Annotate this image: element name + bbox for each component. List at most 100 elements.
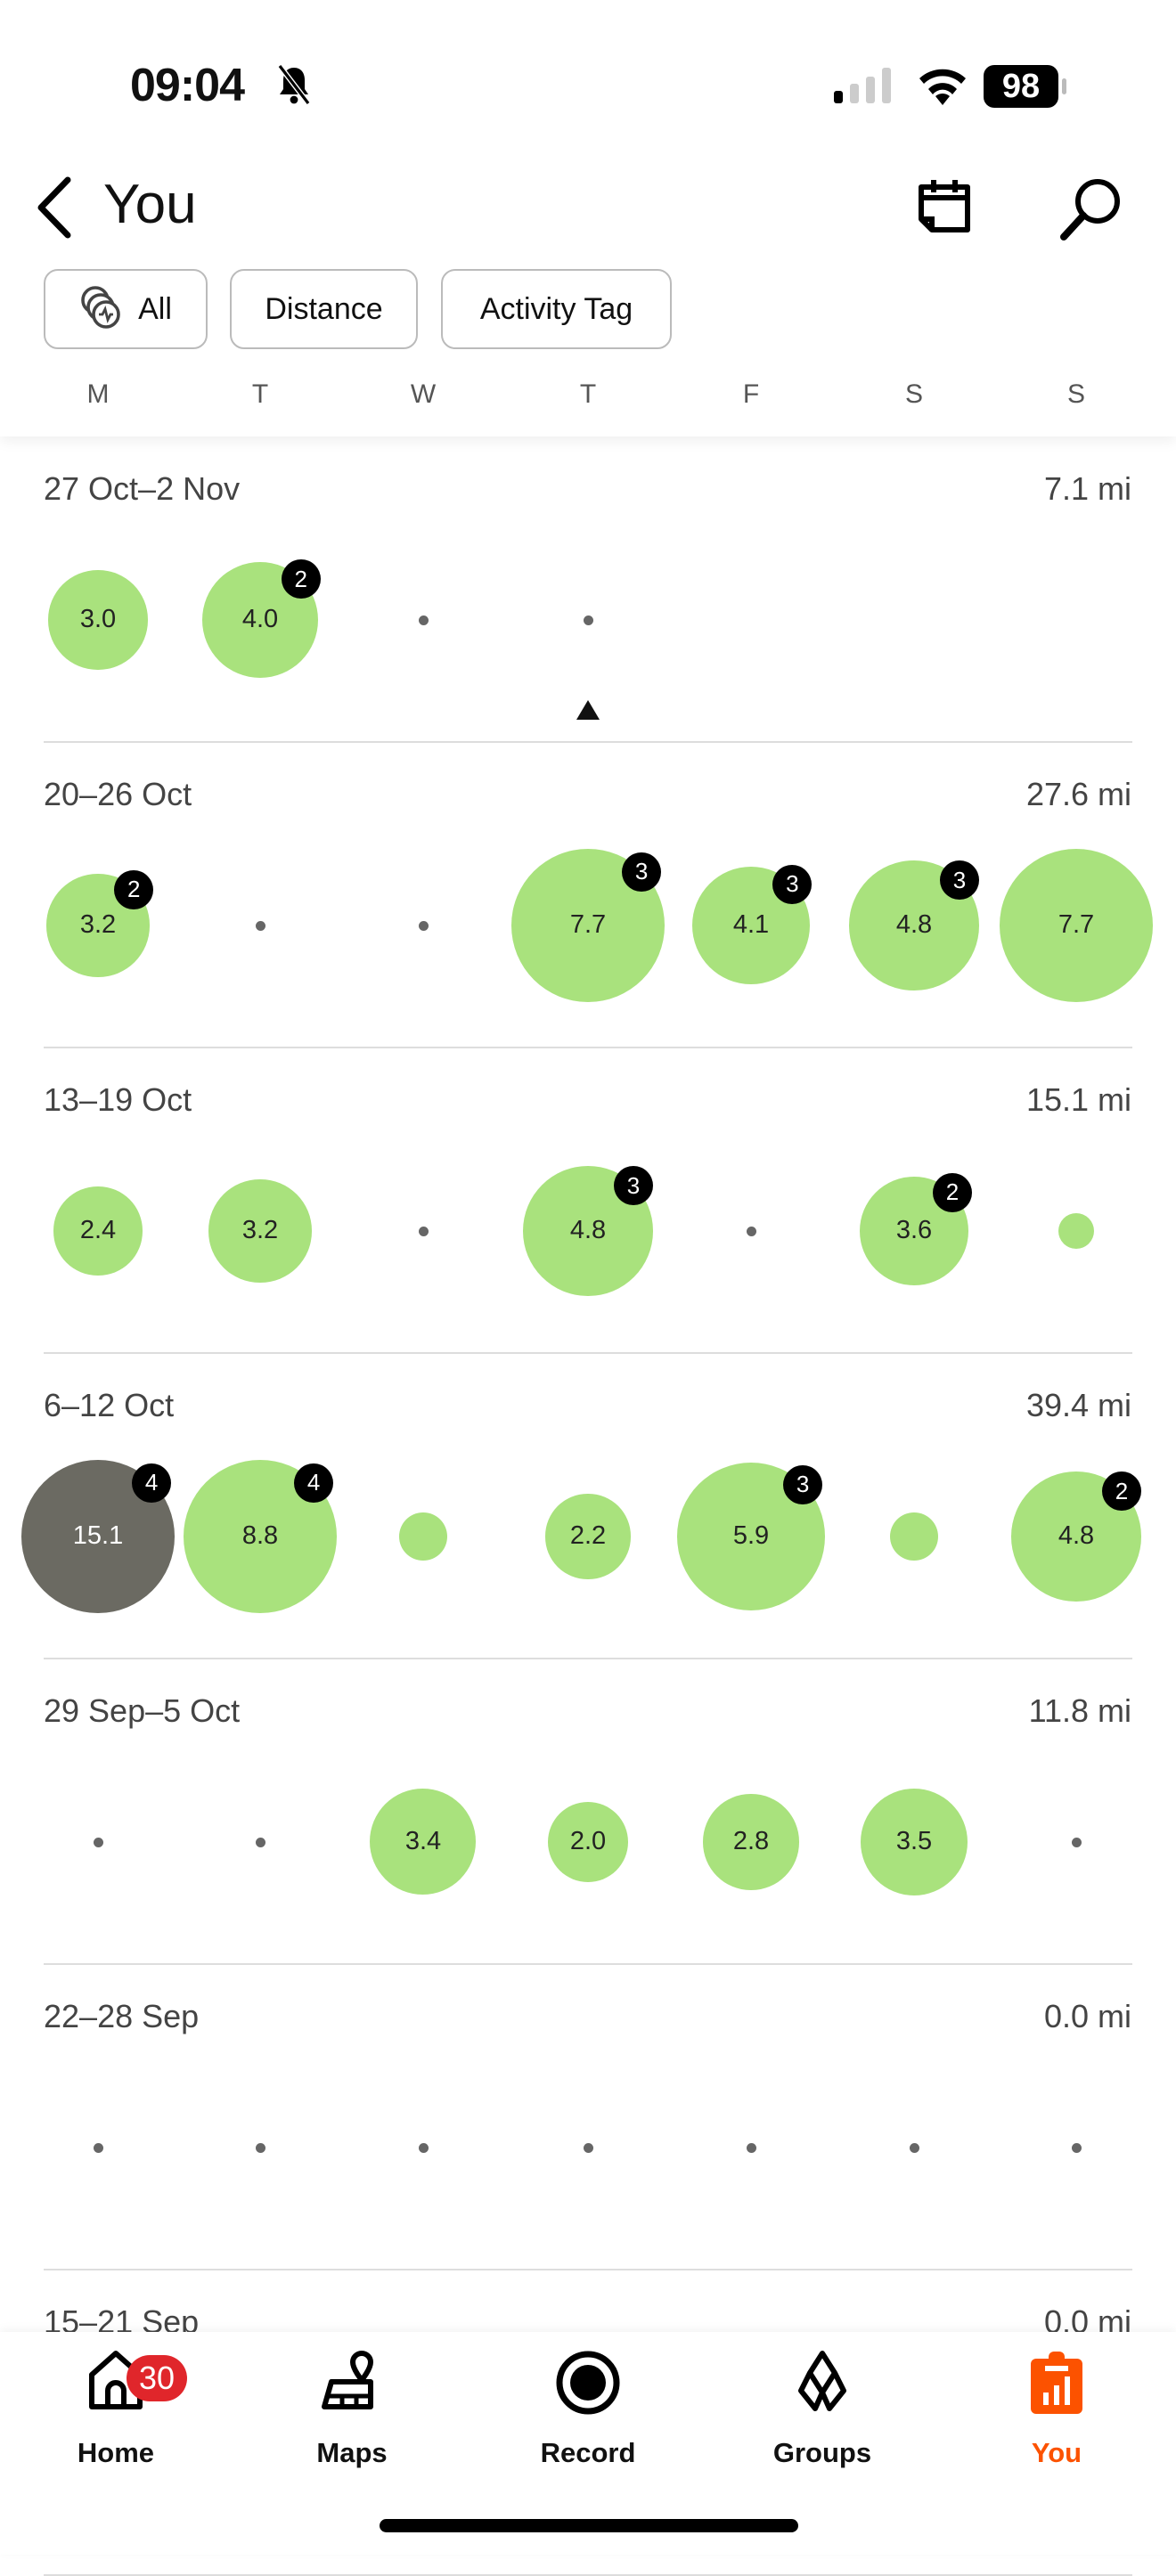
rest-day-dot: [93, 2142, 103, 2153]
rest-day-dot: [909, 2142, 919, 2153]
activity-bubble[interactable]: 3.0: [48, 570, 148, 670]
page-title: You: [103, 174, 197, 235]
home-icon: [27, 2350, 205, 2419]
activity-distance: 7.7: [1058, 910, 1095, 940]
activity-distance: 2.8: [732, 1827, 770, 1856]
activity-distance: 2.2: [569, 1521, 607, 1551]
activity-count-badge: 3: [939, 860, 979, 901]
wifi-icon: [919, 69, 966, 105]
battery-icon: 98: [984, 65, 1058, 108]
rest-day-dot: [583, 615, 593, 625]
rest-day-dot: [418, 1226, 429, 1236]
rest-day-dot: [1071, 2142, 1082, 2153]
week-divider: [44, 1352, 1132, 1354]
activity-bubble[interactable]: [399, 1512, 447, 1561]
activity-distance: 15.1: [72, 1521, 124, 1551]
signal-icon: [834, 68, 891, 103]
activity-distance: 3.2: [79, 910, 117, 940]
nav-label: Home: [77, 2437, 155, 2468]
top-header: 09:04 98 You All Distance Activity Tag: [0, 0, 1176, 436]
groups-icon: [733, 2350, 911, 2419]
filter-distance-chip[interactable]: Distance: [230, 269, 418, 349]
activity-distance: 3.0: [79, 605, 117, 634]
activity-bubble[interactable]: 7.7: [1000, 849, 1153, 1002]
week-total-distance: 0.0 mi: [1043, 1998, 1131, 2034]
weekday-letter: M: [86, 379, 110, 409]
activity-distance: 3.6: [895, 1216, 933, 1245]
week-total-distance: 39.4 mi: [1025, 1387, 1131, 1423]
search-icon[interactable]: [1058, 176, 1124, 242]
notification-badge: 30: [127, 2355, 187, 2401]
rest-day-dot: [746, 1226, 756, 1236]
activity-count-badge: 2: [281, 559, 321, 599]
status-time: 09:04: [130, 60, 245, 111]
rest-day-dot: [746, 2142, 756, 2153]
week-range-label: 13–19 Oct: [44, 1081, 192, 1118]
activity-count-badge: 2: [1101, 1471, 1141, 1512]
week-range-label: 29 Sep–5 Oct: [44, 1692, 241, 1729]
nav-maps[interactable]: Maps: [263, 2350, 441, 2469]
activity-count-badge: 3: [772, 864, 813, 904]
nav-you[interactable]: You: [968, 2350, 1146, 2469]
nav-home[interactable]: 30 Home: [27, 2350, 205, 2469]
week-divider: [44, 1658, 1132, 1659]
rest-day-dot: [255, 920, 265, 931]
activity-bubble[interactable]: [890, 1512, 938, 1561]
activity-bubble[interactable]: 2.8: [703, 1794, 799, 1890]
weekday-letter: S: [904, 379, 923, 409]
activity-bubble[interactable]: 2.2: [545, 1494, 631, 1579]
bell-slash-icon: [277, 64, 311, 105]
activity-bubble[interactable]: [1058, 1213, 1094, 1249]
filter-all-chip[interactable]: All: [44, 269, 208, 349]
rest-day-dot: [255, 2142, 265, 2153]
nav-label: Record: [540, 2437, 636, 2468]
nav-groups[interactable]: Groups: [733, 2350, 911, 2469]
record-icon: [499, 2350, 677, 2419]
week-total-distance: 11.8 mi: [1028, 1692, 1131, 1729]
activity-bubble[interactable]: 2.0: [547, 1801, 629, 1883]
activity-distance: 3.4: [404, 1827, 442, 1856]
activity-distance: 8.8: [241, 1521, 279, 1551]
calendar-icon[interactable]: [912, 176, 976, 240]
nav-label: You: [1031, 2437, 1082, 2468]
activity-distance: 4.8: [569, 1216, 607, 1245]
week-divider: [44, 1047, 1132, 1048]
activity-distance: 7.7: [569, 910, 607, 940]
week-divider: [44, 741, 1132, 743]
weekday-letter: S: [1066, 379, 1085, 409]
week-total-distance: 7.1 mi: [1043, 470, 1131, 507]
activity-count-badge: 2: [114, 869, 154, 909]
rest-day-dot: [1071, 1837, 1082, 1847]
activity-bubble[interactable]: 3.6: [859, 1176, 969, 1286]
activity-bubble[interactable]: 4.8: [523, 1166, 653, 1296]
week-divider: [44, 1963, 1132, 1965]
nav-record[interactable]: Record: [499, 2350, 677, 2469]
activity-bubble[interactable]: 3.5: [860, 1788, 968, 1896]
activity-distance: 3.2: [241, 1216, 279, 1245]
map-icon: [263, 2350, 441, 2419]
filter-activity-tag-chip[interactable]: Activity Tag: [441, 269, 672, 349]
activity-count-badge: 2: [933, 1172, 972, 1212]
activity-count-badge: 3: [613, 1166, 653, 1206]
chip-label: Distance: [265, 291, 383, 326]
activity-bubble[interactable]: 2.4: [53, 1186, 143, 1276]
week-range-label: 6–12 Oct: [44, 1387, 175, 1423]
activity-distance: 4.0: [241, 605, 279, 634]
week-range-label: 27 Oct–2 Nov: [44, 470, 241, 507]
nav-label: Maps: [316, 2437, 388, 2468]
week-divider: [44, 2269, 1132, 2270]
activity-distance: 5.9: [732, 1521, 770, 1551]
rest-day-dot: [418, 920, 429, 931]
battery-tip: [1062, 78, 1066, 94]
activity-distance: 4.8: [895, 910, 933, 940]
rest-day-dot: [583, 2142, 593, 2153]
activity-bubble[interactable]: 3.2: [208, 1179, 312, 1283]
activity-count-badge: 3: [622, 852, 662, 892]
chevron-left-icon[interactable]: [32, 175, 77, 240]
today-marker-icon: [576, 700, 600, 720]
activity-bubble[interactable]: 3.4: [370, 1789, 477, 1895]
activity-count-badge: 4: [294, 1463, 334, 1503]
weekday-letter: T: [251, 379, 269, 409]
you-icon: [968, 2350, 1146, 2419]
activity-count-badge: 4: [132, 1463, 172, 1503]
